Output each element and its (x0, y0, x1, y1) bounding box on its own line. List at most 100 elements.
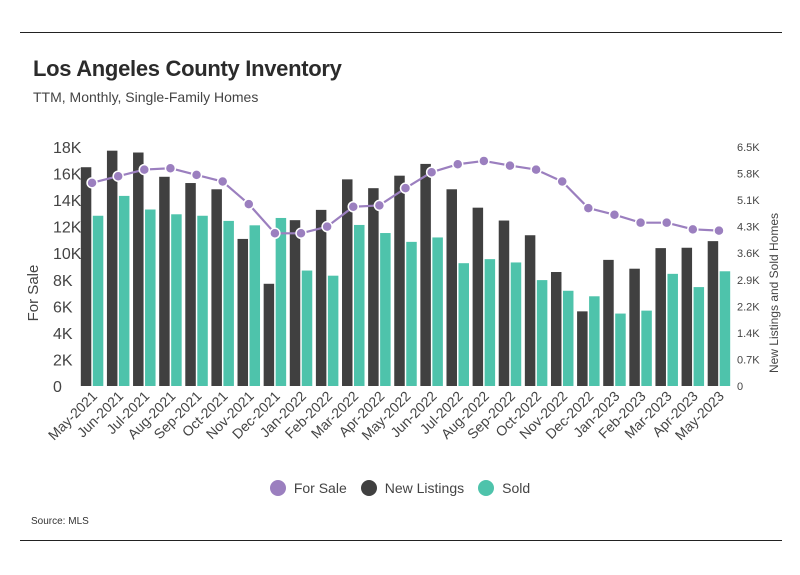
bar-new-listings (342, 179, 353, 386)
bar-sold (484, 259, 496, 386)
bar-sold (380, 233, 391, 386)
chart-subtitle: TTM, Monthly, Single-Family Homes (33, 89, 259, 105)
y-left-axis-title: For Sale (25, 265, 42, 322)
y-left-tick-label: 4K (53, 326, 73, 343)
y-left-tick-label: 0 (53, 379, 62, 396)
bar-sold (197, 215, 208, 386)
y-right-tick-label: 4.3K (737, 222, 760, 234)
bar-new-listings (446, 189, 457, 386)
point-for-sale (164, 162, 177, 174)
y-left-tick-label: 2K (53, 352, 73, 369)
source-note: Source: MLS (31, 516, 89, 527)
y-left-tick-label: 18K (53, 140, 82, 157)
bar-new-listings (237, 238, 249, 386)
point-for-sale (321, 220, 333, 233)
point-for-sale (269, 227, 281, 240)
bar-new-listings (394, 175, 405, 386)
point-for-sale (425, 166, 438, 178)
y-right-tick-label: 0 (737, 381, 743, 393)
point-for-sale (582, 202, 595, 214)
bar-new-listings (524, 235, 536, 386)
bar-sold (615, 313, 626, 386)
legend-label-new-listings: New Listings (384, 480, 465, 496)
point-for-sale (295, 227, 307, 240)
bar-sold (693, 287, 705, 386)
bar-new-listings (681, 247, 693, 386)
point-for-sale (373, 199, 386, 212)
chart-title: Los Angeles County Inventory (33, 56, 342, 81)
point-for-sale (713, 224, 725, 237)
point-for-sale (138, 163, 151, 176)
point-for-sale (190, 169, 203, 181)
bar-new-listings (185, 183, 196, 386)
point-for-sale (556, 175, 568, 188)
point-for-sale (243, 198, 255, 210)
bar-sold (92, 215, 104, 386)
bar-new-listings (263, 283, 275, 386)
point-for-sale (608, 208, 621, 221)
bar-new-listings (420, 163, 431, 386)
bar-sold (275, 217, 287, 386)
point-for-sale (530, 163, 542, 176)
bar-new-listings (106, 150, 118, 386)
bar-sold (327, 275, 339, 386)
bar-new-listings (211, 189, 222, 386)
bar-sold (354, 224, 365, 386)
bar-new-listings (550, 272, 562, 386)
bar-sold (536, 280, 548, 386)
y-left-tick-label: 8K (53, 273, 73, 290)
y-left-tick-label: 12K (53, 220, 82, 237)
bottom-rule (20, 540, 782, 541)
legend-item-new-listings[interactable]: New Listings (360, 480, 465, 496)
y-left-tick-label: 6K (53, 299, 73, 316)
bar-new-listings (655, 248, 666, 386)
legend-swatch-new-listings (360, 480, 377, 496)
bar-new-listings (603, 259, 614, 386)
bar-sold (589, 296, 600, 386)
bar-new-listings (133, 152, 144, 386)
bar-sold (171, 214, 182, 386)
bar-new-listings (472, 207, 484, 386)
y-right-tick-label: 5.8K (737, 169, 760, 181)
bar-sold (719, 271, 731, 386)
bar-sold (641, 310, 652, 386)
bar-sold (223, 220, 234, 386)
y-left-tick-label: 16K (53, 167, 82, 184)
point-for-sale (86, 177, 98, 189)
point-for-sale (399, 182, 412, 194)
legend-swatch-sold (478, 480, 495, 496)
bar-new-listings (80, 167, 92, 386)
bar-new-listings (159, 176, 170, 386)
y-right-tick-label: 3.6K (737, 248, 760, 260)
bar-sold (145, 209, 156, 386)
y-left-tick-label: 14K (53, 193, 82, 210)
legend-label-for-sale: For Sale (293, 480, 347, 496)
bar-sold (249, 225, 261, 386)
point-for-sale (478, 155, 490, 167)
bar-new-listings (368, 188, 379, 386)
point-for-sale (216, 175, 229, 188)
point-for-sale (634, 216, 647, 229)
y-right-tick-label: 0.7K (737, 354, 760, 366)
y-right-tick-label: 1.4K (737, 328, 760, 340)
bar-sold (667, 273, 678, 386)
legend-item-sold[interactable]: Sold (478, 480, 530, 496)
point-for-sale (347, 201, 360, 213)
bar-new-listings (629, 268, 640, 386)
y-right-tick-label: 2.2K (737, 301, 760, 313)
y-right-tick-label: 2.9K (737, 275, 760, 287)
legend-label-sold: Sold (502, 480, 531, 496)
y-right-axis-title: New Listings and Sold Homes (767, 213, 781, 373)
legend: For Sale New Listings Sold (0, 480, 800, 496)
bar-sold (562, 290, 574, 386)
y-right-tick-label: 6.5K (737, 142, 760, 154)
point-for-sale (660, 216, 673, 229)
legend-swatch-for-sale (269, 480, 286, 496)
legend-item-for-sale[interactable]: For Sale (269, 480, 347, 496)
bar-new-listings (315, 209, 327, 386)
y-right-tick-label: 5.1K (737, 195, 760, 207)
point-for-sale (451, 158, 464, 171)
bar-sold (432, 237, 443, 386)
bar-new-listings (577, 311, 588, 386)
y-left-tick-label: 10K (53, 246, 82, 263)
